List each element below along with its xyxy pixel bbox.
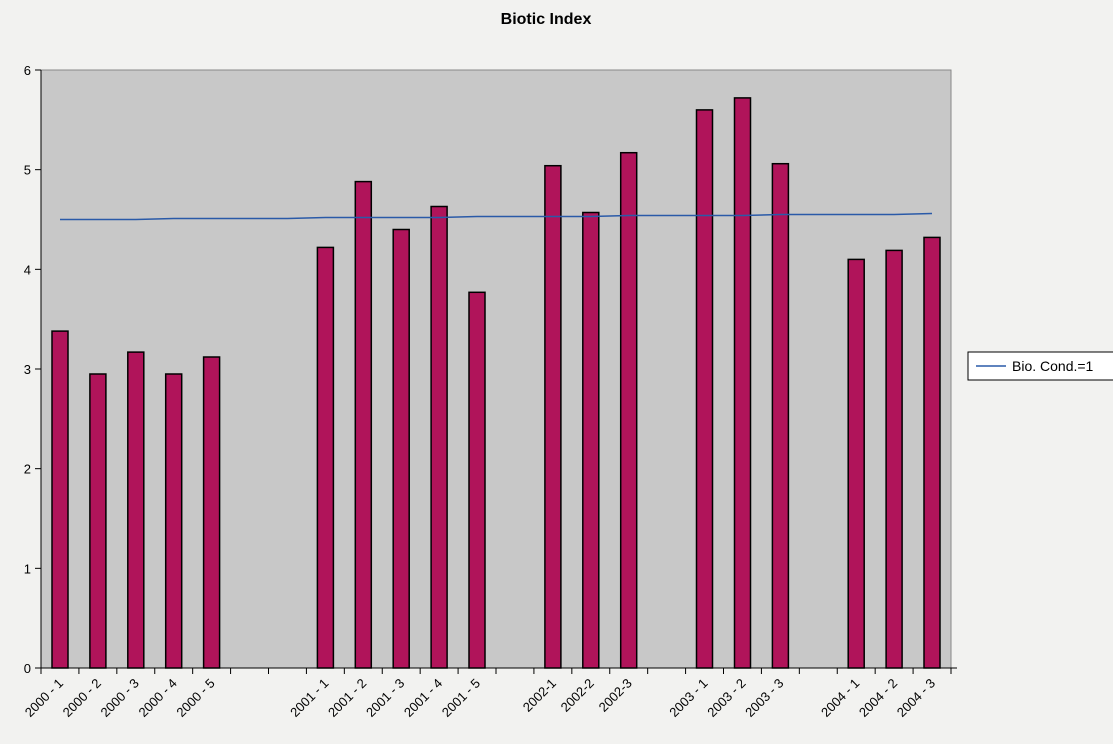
x-category-label: 2002-3 [596, 676, 635, 715]
bar-2001-4 [430, 205, 448, 669]
x-category-label: 2002-2 [558, 676, 597, 715]
x-category-label: 2003 - 3 [742, 676, 786, 720]
x-category-label: 2000 - 2 [60, 676, 104, 720]
bar-2004-1 [847, 258, 865, 669]
bar-2000-4 [164, 373, 183, 669]
series-line-bio-cond [60, 212, 933, 221]
x-category-label: 2000 - 4 [135, 676, 179, 720]
bar-2003-1 [695, 109, 714, 669]
x-category-label: 2003 - 1 [666, 676, 710, 720]
y-tick-label: 5 [24, 163, 31, 178]
bar-2003-3 [771, 162, 790, 669]
bar-2001-3 [392, 228, 410, 669]
y-tick-label: 1 [24, 561, 31, 576]
bar-2001-5 [468, 291, 486, 669]
line-layer [60, 212, 933, 221]
bar-2001-1 [316, 246, 335, 669]
x-category-label: 2004 - 3 [894, 676, 938, 720]
bar-2000-2 [89, 373, 107, 669]
plot-area [40, 69, 952, 669]
y-tick-label: 2 [24, 462, 31, 477]
bar-2004-3 [923, 236, 941, 669]
bar-2002-3 [619, 151, 638, 669]
x-category-label: 2000 - 5 [173, 676, 217, 720]
axes-layer [35, 69, 957, 674]
bar-2002-2 [582, 211, 600, 669]
x-category-label: 2001 - 4 [401, 676, 445, 720]
legend-label: Bio. Cond.=1 [1012, 358, 1094, 374]
bars-layer [51, 97, 941, 669]
chart-title: Biotic Index [501, 11, 592, 28]
y-tick-label: 6 [24, 63, 31, 78]
legend: Bio. Cond.=1 [967, 351, 1113, 381]
bar-2000-3 [127, 351, 145, 669]
x-category-label: 2002-1 [520, 676, 559, 715]
bar-2003-2 [733, 97, 752, 669]
x-category-label: 2001 - 2 [325, 676, 369, 720]
bar-2001-2 [354, 180, 373, 669]
x-category-label: 2003 - 2 [704, 676, 748, 720]
y-tick-label: 4 [24, 262, 31, 277]
bar-2004-2 [885, 249, 903, 669]
x-category-label: 2004 - 1 [818, 676, 862, 720]
x-category-label: 2000 - 3 [98, 676, 142, 720]
y-tick-label: 3 [24, 362, 31, 377]
x-category-label: 2004 - 2 [856, 676, 900, 720]
y-tick-label: 0 [24, 661, 31, 676]
x-category-label: 2000 - 1 [22, 676, 66, 720]
x-category-label: 2001 - 1 [287, 676, 331, 720]
x-category-label: 2001 - 3 [363, 676, 407, 720]
bar-2000-5 [202, 356, 221, 669]
bar-2000-1 [51, 330, 69, 669]
bar-2002-1 [544, 164, 562, 669]
x-category-label: 2001 - 5 [439, 676, 483, 720]
